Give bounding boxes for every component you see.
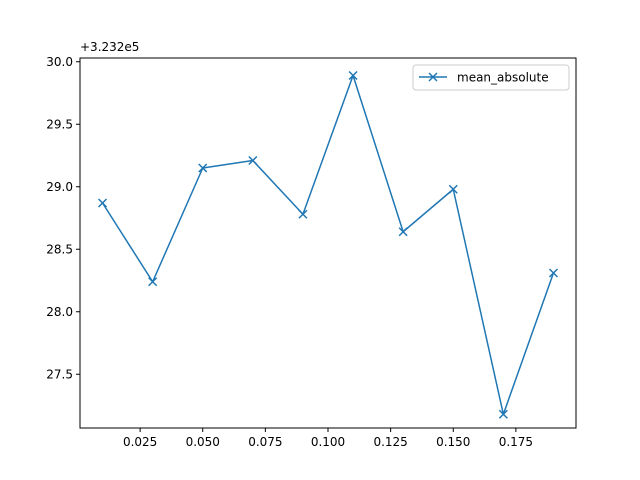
marker-stroke <box>448 184 458 194</box>
y-axis-ticks: 27.5 28.0 28.5 29.0 29.5 30.0 <box>46 55 80 382</box>
legend-box <box>412 64 570 91</box>
legend-label: mean_absolute <box>457 71 549 85</box>
y-tick-label: 29.5 <box>46 118 73 132</box>
data-point-x-marker <box>348 70 358 81</box>
y-tick-label: 28.0 <box>46 305 73 319</box>
marker-stroke <box>98 198 108 208</box>
y-offset-label: +3.232e5 <box>80 40 139 54</box>
legend: mean_absolute <box>412 64 570 91</box>
data-point-x-marker <box>248 155 258 166</box>
y-tick-label: 29.0 <box>46 180 73 194</box>
marker-stroke <box>248 155 258 166</box>
data-point-x-marker <box>448 184 458 194</box>
x-tick-label: 0.175 <box>499 435 533 449</box>
legend-marker-x <box>428 72 438 82</box>
marker-stroke <box>348 70 358 81</box>
data-point-x-marker <box>98 198 108 208</box>
x-tick-label: 0.150 <box>436 435 470 449</box>
data-point-x-marker <box>398 227 408 237</box>
data-point-x-marker <box>148 277 158 287</box>
x-axis-ticks: 0.025 0.050 0.075 0.100 0.125 0.150 0.175 <box>123 428 533 449</box>
x-tick-label: 0.075 <box>248 435 282 449</box>
series-layer <box>98 70 558 419</box>
y-tick-label: 30.0 <box>46 55 73 69</box>
data-point-x-marker <box>298 209 308 219</box>
series-line-mean-absolute <box>101 74 555 415</box>
y-tick-label: 27.5 <box>46 368 73 382</box>
marker-stroke <box>498 409 508 419</box>
marker-stroke <box>298 209 308 219</box>
x-tick-label: 0.025 <box>123 435 157 449</box>
plot-area <box>80 58 576 428</box>
x-tick-label: 0.050 <box>186 435 220 449</box>
x-tick-label: 0.125 <box>373 435 407 449</box>
data-point-x-marker <box>498 409 508 419</box>
marker-stroke <box>148 277 158 287</box>
x-tick-label: 0.100 <box>311 435 345 449</box>
y-tick-label: 28.5 <box>46 243 73 257</box>
data-point-x-marker <box>198 163 208 173</box>
marker-stroke <box>398 227 408 237</box>
marker-stroke <box>548 268 558 278</box>
data-point-x-marker <box>548 268 558 278</box>
marker-stroke <box>198 163 208 173</box>
